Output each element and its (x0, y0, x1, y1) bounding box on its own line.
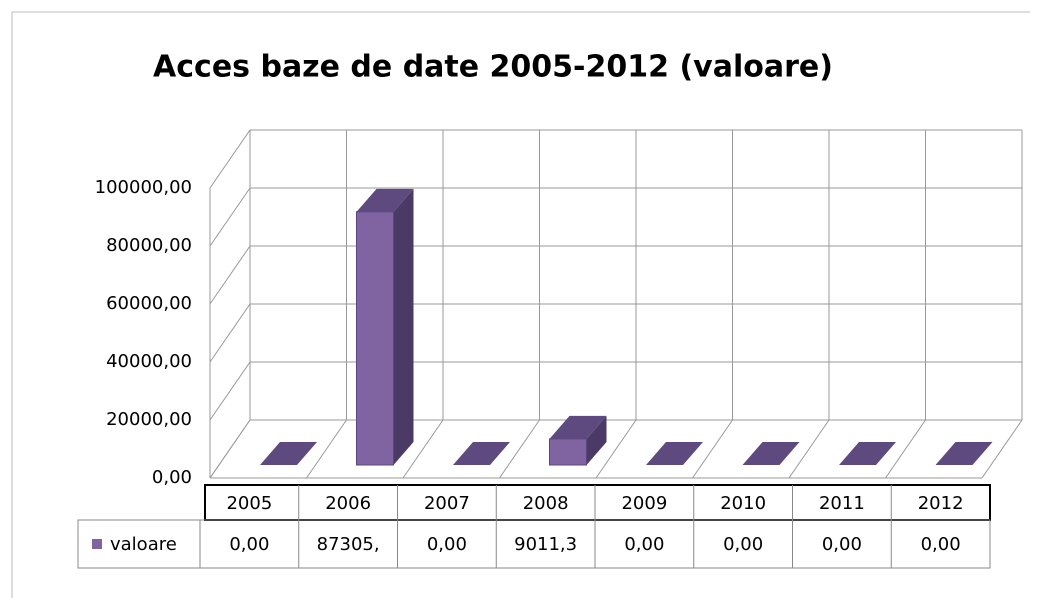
legend-label: valoare (110, 534, 177, 555)
floor-line (402, 419, 444, 479)
chart-title: Acces baze de date 2005-2012 (valoare) (153, 50, 833, 85)
grid-line (209, 361, 1022, 421)
bar-top (260, 442, 317, 465)
bar-top (549, 415, 607, 439)
bar (549, 415, 607, 466)
value-label: 9011,3 (514, 534, 577, 555)
y-tick-label: 100000,00 (95, 177, 192, 198)
value-label: 0,00 (427, 534, 467, 555)
floor-line (595, 419, 637, 479)
bar-top (646, 442, 703, 465)
bar (453, 442, 510, 465)
floor-line (692, 419, 733, 479)
bar-side (393, 188, 414, 466)
bar-front (356, 211, 394, 466)
value-label: 0,00 (921, 534, 961, 555)
bar (646, 442, 703, 465)
grid-line (209, 303, 1022, 363)
bar (839, 442, 896, 465)
legend-swatch (92, 539, 102, 549)
value-label: 0,00 (723, 534, 763, 555)
bar-top (935, 442, 993, 465)
x-tick-label: 2005 (226, 493, 272, 514)
grid-line (209, 129, 1022, 189)
bar-side (586, 415, 607, 465)
bar-top (356, 188, 414, 212)
value-label: 0,00 (822, 534, 862, 555)
y-tick-label: 40000,00 (106, 351, 192, 372)
y-tick-label: 0,00 (152, 467, 192, 488)
table-header (204, 484, 991, 521)
x-tick-label: 2007 (424, 493, 470, 514)
bar (742, 442, 800, 465)
table-row (77, 519, 991, 569)
bar (356, 188, 414, 466)
floor-line (788, 419, 830, 479)
x-tick-label: 2011 (819, 493, 865, 514)
y-tick-label: 20000,00 (106, 409, 192, 430)
bar-top (839, 442, 896, 465)
x-tick-label: 2010 (720, 493, 766, 514)
y-tick-label: 80000,00 (106, 235, 192, 256)
bar-top (742, 442, 800, 465)
value-label: 0,00 (229, 534, 269, 555)
floor-line (306, 419, 347, 479)
grid-line (209, 419, 1022, 479)
x-tick-label: 2008 (523, 493, 569, 514)
grid-line (209, 187, 1022, 247)
bar (260, 442, 317, 465)
x-tick-label: 2012 (918, 493, 964, 514)
bar-top (453, 442, 510, 465)
bar-front (549, 438, 587, 466)
x-tick-label: 2006 (325, 493, 371, 514)
floor-line (981, 419, 1023, 479)
y-tick-label: 60000,00 (106, 293, 192, 314)
grid-line (209, 245, 1022, 305)
bar (935, 442, 993, 465)
x-tick-label: 2009 (621, 493, 667, 514)
floor-line (885, 419, 926, 479)
value-label: 87305, (317, 534, 380, 555)
value-label: 0,00 (624, 534, 664, 555)
floor-line (499, 419, 540, 479)
